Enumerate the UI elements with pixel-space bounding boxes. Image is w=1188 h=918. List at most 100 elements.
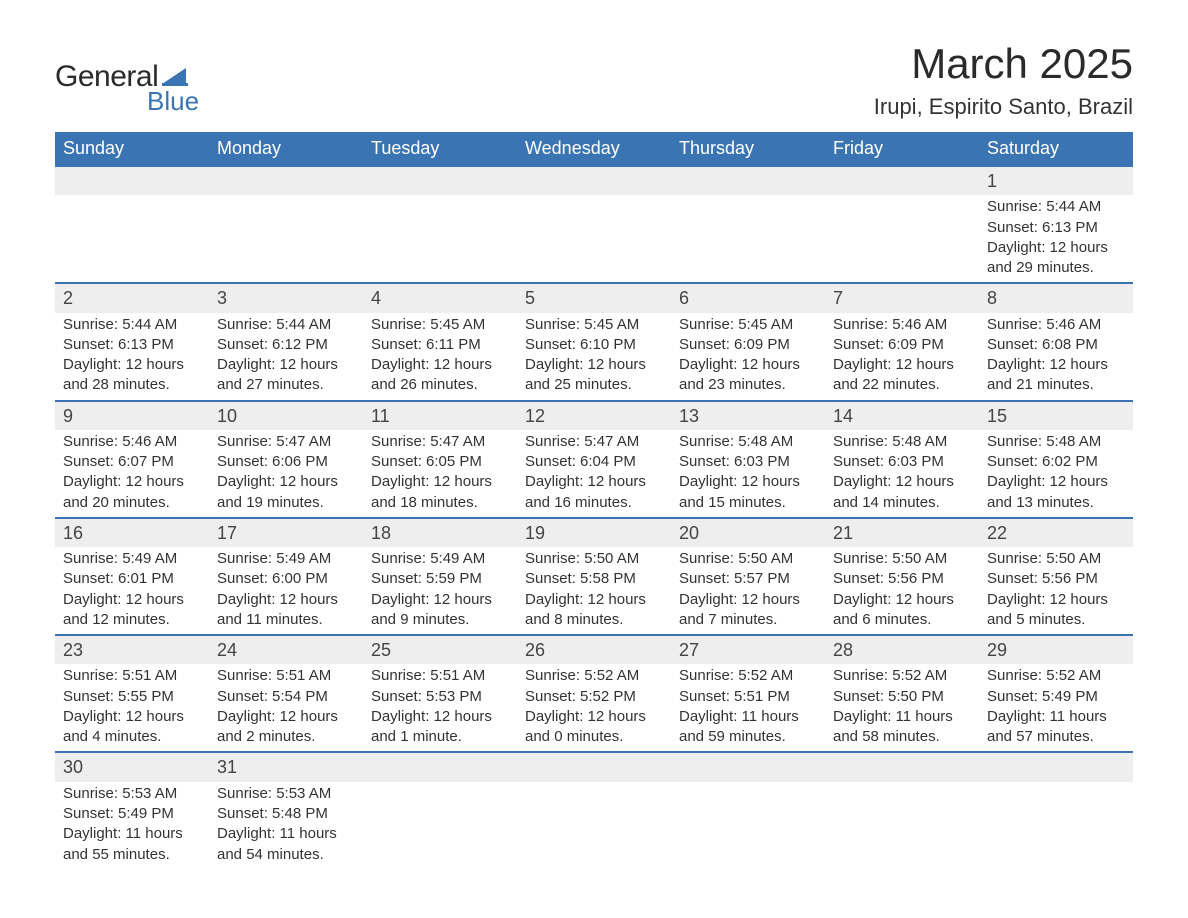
day-number-cell [671,752,825,781]
day-number-cell [363,166,517,195]
day-number: 20 [679,523,699,543]
day-number: 7 [833,288,843,308]
daylight-line-2: and 29 minutes. [987,258,1125,278]
sunset-line: Sunset: 5:55 PM [63,687,201,707]
sunset-line: Sunset: 5:50 PM [833,687,971,707]
daylight-line-1: Daylight: 12 hours [987,472,1125,492]
day-number-cell [517,166,671,195]
day-detail-cell: Sunrise: 5:48 AMSunset: 6:03 PMDaylight:… [671,430,825,518]
sunset-line: Sunset: 6:13 PM [63,335,201,355]
sunset-line: Sunset: 5:56 PM [987,569,1125,589]
day-detail-cell: Sunrise: 5:50 AMSunset: 5:57 PMDaylight:… [671,547,825,635]
sunset-line: Sunset: 6:09 PM [833,335,971,355]
day-number-cell [979,752,1133,781]
day-detail-cell: Sunrise: 5:49 AMSunset: 5:59 PMDaylight:… [363,547,517,635]
sunrise-line: Sunrise: 5:50 AM [987,549,1125,569]
day-number-cell: 28 [825,635,979,664]
sunrise-line: Sunrise: 5:49 AM [217,549,355,569]
day-number-cell: 24 [209,635,363,664]
day-number-cell: 26 [517,635,671,664]
day-detail-cell: Sunrise: 5:49 AMSunset: 6:01 PMDaylight:… [55,547,209,635]
daylight-line-2: and 23 minutes. [679,375,817,395]
sunset-line: Sunset: 5:57 PM [679,569,817,589]
sunset-line: Sunset: 6:02 PM [987,452,1125,472]
daylight-line-2: and 9 minutes. [371,610,509,630]
day-detail-cell: Sunrise: 5:52 AMSunset: 5:50 PMDaylight:… [825,664,979,752]
day-number-cell: 2 [55,283,209,312]
sunrise-line: Sunrise: 5:52 AM [525,666,663,686]
daylight-line-1: Daylight: 12 hours [525,590,663,610]
sunrise-line: Sunrise: 5:51 AM [217,666,355,686]
day-number: 23 [63,640,83,660]
day-number-cell: 9 [55,401,209,430]
logo-text-blue: Blue [147,86,199,117]
sunset-line: Sunset: 6:10 PM [525,335,663,355]
daylight-line-1: Daylight: 12 hours [63,707,201,727]
daylight-line-2: and 7 minutes. [679,610,817,630]
day-detail-cell: Sunrise: 5:45 AMSunset: 6:11 PMDaylight:… [363,313,517,401]
daylight-line-1: Daylight: 12 hours [833,590,971,610]
day-number: 30 [63,757,83,777]
day-number: 6 [679,288,689,308]
daylight-line-2: and 16 minutes. [525,493,663,513]
day-number: 31 [217,757,237,777]
daylight-line-1: Daylight: 12 hours [525,355,663,375]
daylight-line-1: Daylight: 12 hours [217,472,355,492]
sunrise-line: Sunrise: 5:52 AM [987,666,1125,686]
day-detail-cell [363,195,517,283]
day-number: 4 [371,288,381,308]
day-number: 24 [217,640,237,660]
daylight-line-2: and 25 minutes. [525,375,663,395]
sunset-line: Sunset: 5:59 PM [371,569,509,589]
day-number: 21 [833,523,853,543]
title-block: March 2025 Irupi, Espirito Santo, Brazil [874,40,1133,120]
sunrise-line: Sunrise: 5:51 AM [371,666,509,686]
day-detail-cell: Sunrise: 5:52 AMSunset: 5:52 PMDaylight:… [517,664,671,752]
daylight-line-2: and 59 minutes. [679,727,817,747]
day-number-cell: 30 [55,752,209,781]
daylight-line-1: Daylight: 11 hours [833,707,971,727]
daylight-line-2: and 22 minutes. [833,375,971,395]
daylight-line-1: Daylight: 12 hours [371,590,509,610]
day-detail-cell [825,195,979,283]
day-number-cell: 21 [825,518,979,547]
daylight-line-1: Daylight: 11 hours [217,824,355,844]
day-number: 1 [987,171,997,191]
day-detail-cell [517,782,671,869]
day-number-cell [363,752,517,781]
calendar-head: SundayMondayTuesdayWednesdayThursdayFrid… [55,132,1133,166]
day-detail-cell: Sunrise: 5:48 AMSunset: 6:02 PMDaylight:… [979,430,1133,518]
logo-text-general: General [55,60,158,94]
daylight-line-1: Daylight: 12 hours [371,355,509,375]
sunrise-line: Sunrise: 5:44 AM [217,315,355,335]
daylight-line-1: Daylight: 12 hours [525,472,663,492]
sunset-line: Sunset: 5:53 PM [371,687,509,707]
day-detail-cell: Sunrise: 5:53 AMSunset: 5:48 PMDaylight:… [209,782,363,869]
week-daynum-row: 2345678 [55,283,1133,312]
sunset-line: Sunset: 5:52 PM [525,687,663,707]
daylight-line-1: Daylight: 12 hours [217,590,355,610]
day-detail-cell [363,782,517,869]
sunrise-line: Sunrise: 5:46 AM [833,315,971,335]
day-number: 15 [987,406,1007,426]
week-detail-row: Sunrise: 5:51 AMSunset: 5:55 PMDaylight:… [55,664,1133,752]
day-number-cell [209,166,363,195]
sunset-line: Sunset: 6:12 PM [217,335,355,355]
daylight-line-1: Daylight: 12 hours [371,707,509,727]
sunrise-line: Sunrise: 5:51 AM [63,666,201,686]
day-number-cell: 4 [363,283,517,312]
daylight-line-1: Daylight: 12 hours [679,355,817,375]
day-number-cell: 27 [671,635,825,664]
daylight-line-1: Daylight: 12 hours [63,472,201,492]
day-detail-cell [671,195,825,283]
day-number-cell [517,752,671,781]
daylight-line-1: Daylight: 12 hours [833,472,971,492]
sunrise-line: Sunrise: 5:49 AM [371,549,509,569]
daylight-line-2: and 2 minutes. [217,727,355,747]
weekday-header: Saturday [979,132,1133,166]
day-number-cell: 16 [55,518,209,547]
sunset-line: Sunset: 6:05 PM [371,452,509,472]
day-number-cell: 23 [55,635,209,664]
sunset-line: Sunset: 5:58 PM [525,569,663,589]
daylight-line-2: and 6 minutes. [833,610,971,630]
